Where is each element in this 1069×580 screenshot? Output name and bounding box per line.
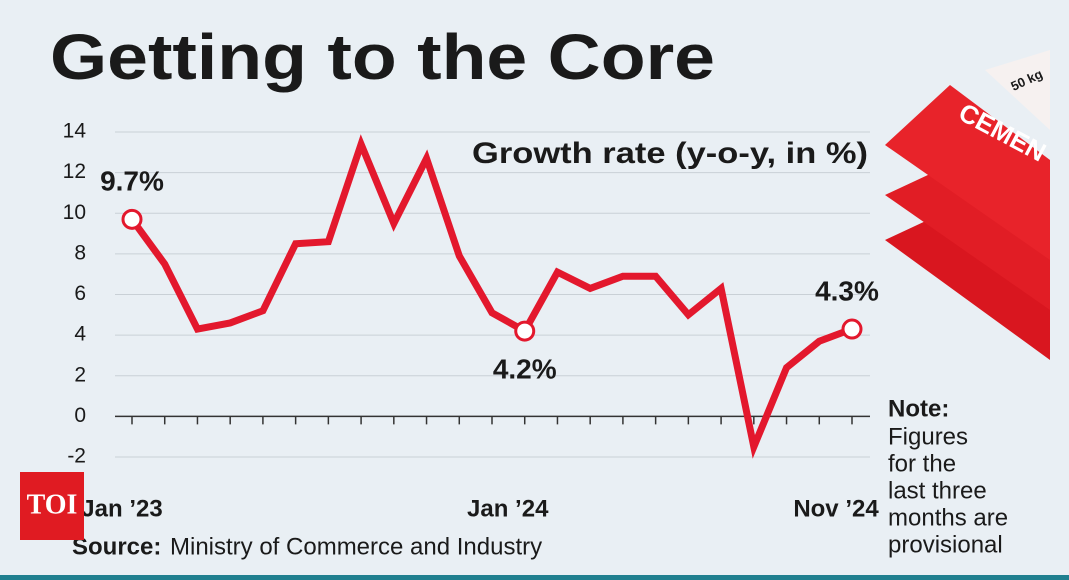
data-label: 4.2% — [493, 353, 557, 384]
data-label: 9.7% — [100, 166, 164, 197]
logo-box — [20, 472, 84, 540]
y-tick-label: 4 — [74, 323, 86, 346]
y-tick-label: -2 — [67, 445, 86, 468]
y-tick-label: 6 — [74, 282, 86, 305]
line — [129, 134, 854, 459]
highlight-point — [514, 320, 536, 342]
y-tick-label: 10 — [63, 201, 86, 224]
x-tick-label: Jan ’24 — [467, 495, 549, 522]
highlight-point — [121, 208, 143, 230]
y-tick-label: 8 — [74, 241, 86, 264]
note-label: Note: — [888, 395, 949, 422]
data-label: 4.3% — [815, 275, 879, 306]
source-label: Source: — [72, 533, 161, 560]
x-tick-label: Jan ’23 — [81, 495, 162, 522]
y-tick-label: 14 — [63, 120, 87, 143]
note-line: for the — [888, 450, 956, 477]
y-tick-label: 12 — [63, 160, 86, 183]
chart-subtitle: Growth rate (y-o-y, in %) — [472, 137, 868, 170]
note-line: Figures — [888, 423, 968, 450]
plot: -2 0 2 4 6 8 10 12 14 Jan ’23 Jan ’24 Nov ’24 9.7% 4.… — [63, 120, 880, 523]
bottom-strip — [0, 575, 1069, 580]
x-tick-label: Nov ’24 — [793, 495, 879, 522]
note-line: provisional — [888, 531, 1003, 558]
y-tick-label: 2 — [74, 363, 86, 386]
chart-title: Getting to the Core — [50, 21, 715, 93]
y-tick-label: 0 — [74, 404, 86, 427]
note-line: months are — [888, 504, 1008, 531]
note-line: last three — [888, 477, 987, 504]
cement-bags: 50 kg CEMEN — [885, 50, 1051, 360]
logo: TOI — [27, 489, 78, 520]
source: Ministry of Commerce and Industry — [170, 533, 542, 560]
highlight-point — [841, 318, 863, 340]
